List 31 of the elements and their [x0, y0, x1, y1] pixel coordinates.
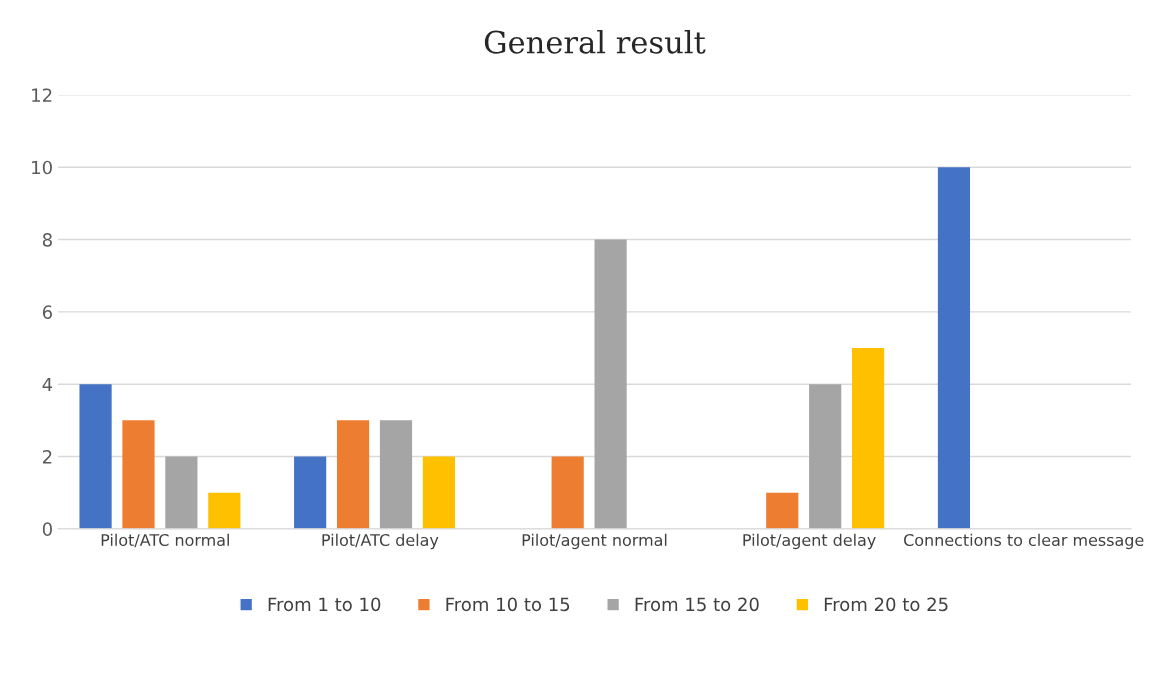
y-tick-label: 10	[32, 160, 52, 175]
legend-label: From 15 to 20	[635, 597, 759, 612]
x-tick-label: Connections to clear message	[904, 533, 1144, 550]
bar	[551, 456, 584, 529]
y-tick-label: 12	[32, 88, 52, 102]
bar	[766, 492, 799, 529]
legend-label: From 1 to 10	[268, 597, 381, 612]
bar	[809, 384, 842, 529]
bar	[594, 239, 627, 529]
y-tick-label: 0	[42, 522, 52, 536]
chart-title: General result	[484, 30, 706, 54]
y-tick-label: 2	[42, 449, 52, 464]
bar	[165, 456, 198, 529]
x-tick-label: Pilot/agent normal	[522, 533, 667, 550]
x-tick-label: Pilot/ATC normal	[101, 533, 229, 548]
bar	[379, 420, 413, 529]
y-tick-label: 4	[42, 377, 53, 392]
x-tick-label: Pilot/agent delay	[743, 533, 876, 550]
y-tick-label: 8	[42, 233, 52, 247]
bar	[937, 167, 971, 529]
bar	[122, 420, 155, 529]
legend-label: From 20 to 25	[824, 597, 948, 612]
bar	[294, 456, 327, 529]
legend-label: From 10 to 15	[446, 597, 570, 612]
bar	[852, 348, 885, 529]
bar	[79, 384, 112, 529]
bar	[422, 456, 456, 529]
y-tick-label: 6	[42, 305, 52, 319]
x-tick-label: Pilot/ATC delay	[322, 533, 439, 550]
bar	[208, 492, 241, 529]
bar	[336, 420, 370, 529]
